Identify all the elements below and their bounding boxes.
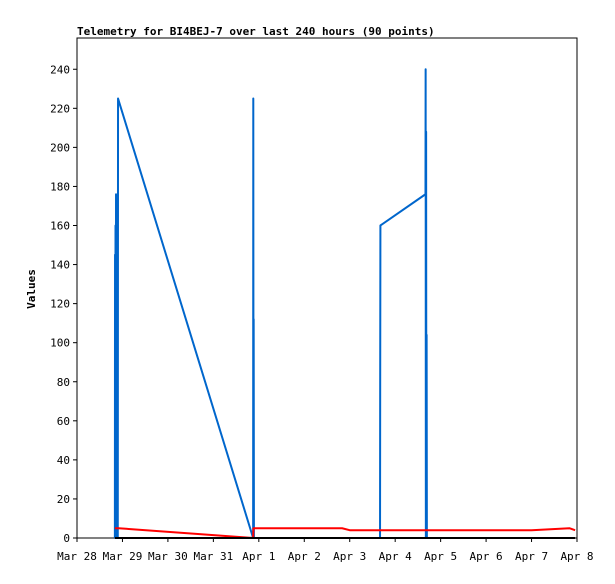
- x-tick-label: Apr 3: [333, 550, 366, 563]
- y-tick-label: 200: [50, 141, 70, 154]
- y-tick-label: 240: [50, 63, 70, 76]
- x-tick-label: Apr 7: [515, 550, 548, 563]
- x-tick-label: Apr 1: [242, 550, 275, 563]
- x-tick-label: Mar 29: [103, 550, 143, 563]
- y-axis-label: Values: [25, 269, 38, 309]
- x-tick-label: Mar 31: [193, 550, 233, 563]
- y-tick-label: 80: [57, 376, 70, 389]
- x-tick-label: Apr 6: [470, 550, 503, 563]
- y-tick-label: 100: [50, 337, 70, 350]
- y-tick-label: 40: [57, 454, 70, 467]
- y-tick-label: 140: [50, 259, 70, 272]
- x-tick-label: Apr 8: [560, 550, 593, 563]
- y-tick-label: 120: [50, 298, 70, 311]
- y-tick-label: 220: [50, 102, 70, 115]
- chart-title: Telemetry for BI4BEJ-7 over last 240 hou…: [77, 25, 435, 38]
- x-tick-label: Mar 28: [57, 550, 97, 563]
- y-tick-label: 20: [57, 493, 70, 506]
- x-tick-label: Apr 2: [288, 550, 321, 563]
- plot-area: 0 20 40 60 80 100 120 140 160 180 200 220 240 Mar 28 M…: [50, 37, 594, 563]
- y-tick-label: 160: [50, 220, 70, 233]
- y-tick-label: 180: [50, 180, 70, 193]
- x-tick-label: Apr 4: [379, 550, 412, 563]
- x-tick-label: Mar 30: [148, 550, 188, 563]
- series-line-2: [114, 527, 576, 539]
- y-tick-label: 0: [63, 532, 70, 545]
- x-tick-label: Apr 5: [424, 550, 457, 563]
- y-tick-label: 60: [57, 415, 70, 428]
